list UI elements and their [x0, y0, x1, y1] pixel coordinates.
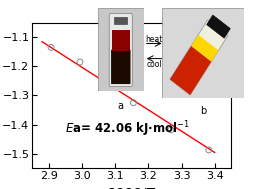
Bar: [112, 29, 130, 51]
Text: $\it{E}$a= 42.06 kJ·mol$^{-1}$: $\it{E}$a= 42.06 kJ·mol$^{-1}$: [65, 119, 190, 139]
Point: [78, 60, 82, 64]
Point: [207, 148, 211, 151]
FancyBboxPatch shape: [109, 13, 132, 87]
Point: [131, 101, 135, 104]
Text: cool: cool: [146, 60, 162, 70]
Polygon shape: [207, 15, 230, 38]
Text: heat: heat: [145, 35, 163, 44]
Polygon shape: [191, 35, 218, 62]
Polygon shape: [170, 46, 211, 95]
Point: [49, 46, 53, 49]
Text: b: b: [200, 105, 206, 115]
Point: [169, 128, 173, 131]
Bar: [114, 17, 127, 24]
Text: a: a: [118, 101, 124, 111]
Polygon shape: [170, 20, 228, 95]
X-axis label: 1000/T: 1000/T: [108, 187, 156, 189]
FancyBboxPatch shape: [111, 50, 131, 84]
Point: [104, 82, 108, 85]
